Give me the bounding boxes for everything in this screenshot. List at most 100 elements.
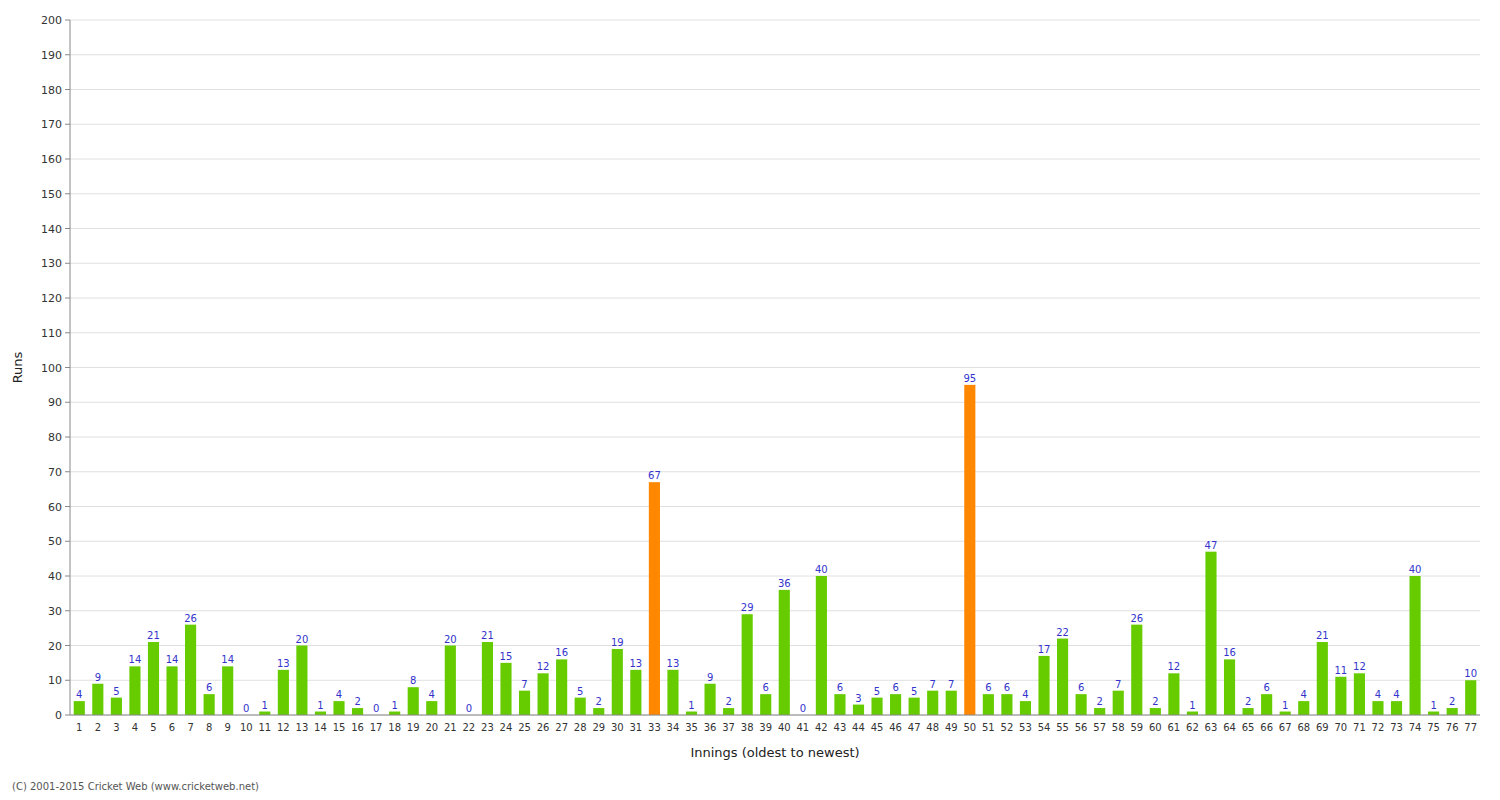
x-tick-label: 61 <box>1168 722 1181 733</box>
bar <box>1298 701 1309 715</box>
bar <box>612 649 623 715</box>
bar <box>630 670 641 715</box>
x-tick-label: 58 <box>1112 722 1125 733</box>
bar <box>667 670 678 715</box>
data-label: 26 <box>1130 613 1143 624</box>
data-label: 6 <box>1078 682 1084 693</box>
x-tick-label: 22 <box>463 722 476 733</box>
bar <box>1205 552 1216 715</box>
data-label: 7 <box>521 679 527 690</box>
bar <box>964 385 975 715</box>
grid-line <box>70 89 1480 90</box>
y-tick-label: 180 <box>41 84 62 97</box>
bar <box>1187 712 1198 715</box>
y-tick-label: 150 <box>41 188 62 201</box>
data-label: 3 <box>855 693 861 704</box>
data-label: 12 <box>1168 661 1181 672</box>
bar <box>1428 712 1439 715</box>
data-label: 2 <box>1245 696 1251 707</box>
bar <box>1131 625 1142 715</box>
data-label: 36 <box>778 578 791 589</box>
bar <box>946 691 957 715</box>
y-tick <box>65 54 70 55</box>
y-tick <box>65 437 70 438</box>
data-label: 16 <box>1223 647 1236 658</box>
x-tick-label: 25 <box>518 722 531 733</box>
bar <box>705 684 716 715</box>
bar <box>871 698 882 715</box>
y-tick <box>65 263 70 264</box>
bar <box>538 673 549 715</box>
x-tick-label: 7 <box>187 722 193 733</box>
data-label: 2 <box>725 696 731 707</box>
x-tick-label: 41 <box>796 722 809 733</box>
bar <box>333 701 344 715</box>
x-tick-label: 68 <box>1297 722 1310 733</box>
x-axis-label: Innings (oldest to newest) <box>690 745 859 760</box>
bar <box>74 701 85 715</box>
x-tick-label: 2 <box>95 722 101 733</box>
x-tick-label: 52 <box>1001 722 1014 733</box>
data-label: 1 <box>1282 700 1288 711</box>
bar <box>723 708 734 715</box>
bar <box>1076 694 1087 715</box>
grid-line <box>70 159 1480 160</box>
x-tick-label: 3 <box>113 722 119 733</box>
x-tick-label: 15 <box>333 722 346 733</box>
x-tick-label: 31 <box>629 722 642 733</box>
data-label: 1 <box>1189 700 1195 711</box>
data-label: 16 <box>555 647 568 658</box>
x-tick-label: 60 <box>1149 722 1162 733</box>
bar <box>148 642 159 715</box>
grid-line <box>70 332 1480 333</box>
y-tick <box>65 471 70 472</box>
bar <box>482 642 493 715</box>
y-tick-label: 120 <box>41 292 62 305</box>
x-tick-label: 45 <box>871 722 884 733</box>
data-label: 21 <box>147 630 160 641</box>
bar <box>1391 701 1402 715</box>
grid-line <box>70 20 1480 21</box>
data-label: 4 <box>1393 689 1399 700</box>
data-label: 12 <box>537 661 550 672</box>
bar <box>1410 576 1421 715</box>
y-axis <box>70 20 71 715</box>
x-tick-label: 62 <box>1186 722 1199 733</box>
data-label: 1 <box>688 700 694 711</box>
data-label: 9 <box>95 672 101 683</box>
data-label: 8 <box>410 675 416 686</box>
x-tick-label: 38 <box>741 722 754 733</box>
y-tick-label: 140 <box>41 223 62 236</box>
data-label: 26 <box>184 613 197 624</box>
x-tick-label: 4 <box>132 722 138 733</box>
bar <box>1094 708 1105 715</box>
bar <box>1261 694 1272 715</box>
data-label: 4 <box>336 689 342 700</box>
data-label: 5 <box>577 686 583 697</box>
data-label: 6 <box>1263 682 1269 693</box>
x-tick-label: 26 <box>537 722 550 733</box>
y-tick <box>65 645 70 646</box>
x-tick-label: 77 <box>1464 722 1477 733</box>
bar <box>1001 694 1012 715</box>
grid-line <box>70 715 1480 716</box>
data-label: 17 <box>1038 644 1051 655</box>
y-tick-label: 70 <box>48 466 62 479</box>
data-label: 4 <box>1022 689 1028 700</box>
x-tick-label: 1 <box>76 722 82 733</box>
data-label: 2 <box>1152 696 1158 707</box>
data-label: 4 <box>76 689 82 700</box>
y-tick-label: 200 <box>41 14 62 27</box>
bar <box>222 666 233 715</box>
data-label: 4 <box>1301 689 1307 700</box>
bar <box>1317 642 1328 715</box>
x-tick-label: 20 <box>425 722 438 733</box>
bar <box>129 666 140 715</box>
x-tick-label: 36 <box>704 722 717 733</box>
x-tick-label: 29 <box>592 722 605 733</box>
x-tick-label: 5 <box>150 722 156 733</box>
bar <box>1465 680 1476 715</box>
data-label: 10 <box>1464 668 1477 679</box>
data-label: 1 <box>317 700 323 711</box>
x-tick-label: 35 <box>685 722 698 733</box>
